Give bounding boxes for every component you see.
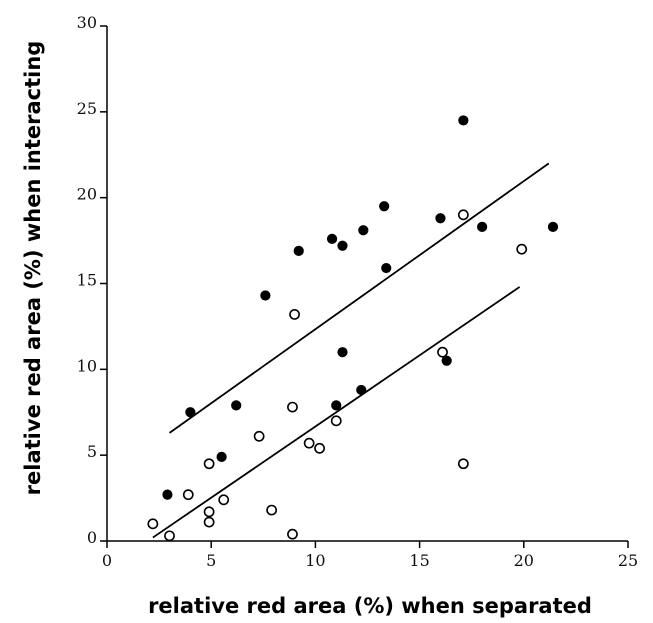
filled-data-point [458,115,469,126]
open-data-point [203,458,215,470]
filled-data-point [337,240,348,251]
open-data-point [287,528,298,540]
filled-data-point [435,213,446,224]
y-tick-label: 5 [87,442,97,461]
open-data-point [218,494,230,506]
filled-data-point [477,221,488,232]
x-tick-label: 25 [618,551,638,570]
open-data-point [253,430,265,442]
axes [106,26,628,542]
open-data-point [330,415,342,427]
filled-data-point [441,355,452,366]
x-tick-label: 5 [206,551,216,570]
x-ticks: 0 5 10 15 20 25 [102,541,638,570]
y-ticks: 0 5 10 15 20 25 30 [77,13,107,547]
open-data-point [516,243,528,255]
filled-data-point [231,400,242,411]
filled-data-point [381,262,392,274]
filled-data-point [293,245,304,256]
filled-data-point [216,451,227,462]
y-tick-label: 25 [77,99,97,118]
y-tick-label: 10 [77,356,97,375]
open-data-point [203,506,215,518]
open-data-point [182,489,194,501]
filled-data-point [260,290,271,301]
x-tick-label: 20 [514,551,534,570]
open-data-point [457,209,469,221]
y-tick-label: 30 [77,13,97,32]
filled-data-point [331,400,342,411]
filled-data-point [337,347,348,358]
y-tick-label: 20 [77,185,97,204]
x-tick-label: 15 [409,551,429,570]
filled-data-point [185,407,196,418]
y-tick-label: 15 [77,271,97,290]
open-data-point [164,530,175,542]
open-series-trendline [152,286,521,539]
filled-data-point [162,489,173,500]
y-axis-label: relative red area (%) when interacting [21,41,45,496]
open-data-point [289,308,300,320]
filled-data-point [358,225,369,236]
filled-data-point [326,233,338,244]
open-data-point [303,437,315,449]
open-data-point [287,401,298,413]
x-tick-label: 10 [305,551,325,570]
open-data-point [314,442,325,454]
open-data-point [266,504,278,516]
open-data-point [437,346,448,358]
y-tick-label: 0 [87,528,97,547]
filled-data-point [356,384,367,396]
open-data-point [203,516,215,528]
filled-data-point [379,201,390,212]
trendlines [152,162,550,539]
open-data-point [457,458,469,470]
filled-series-trendline [168,162,550,434]
x-tick-label: 0 [102,551,112,570]
filled-data-point [547,221,559,232]
x-axis-label: relative red area (%) when separated [148,594,592,618]
open-data-point [147,518,159,530]
data-points [147,115,559,542]
